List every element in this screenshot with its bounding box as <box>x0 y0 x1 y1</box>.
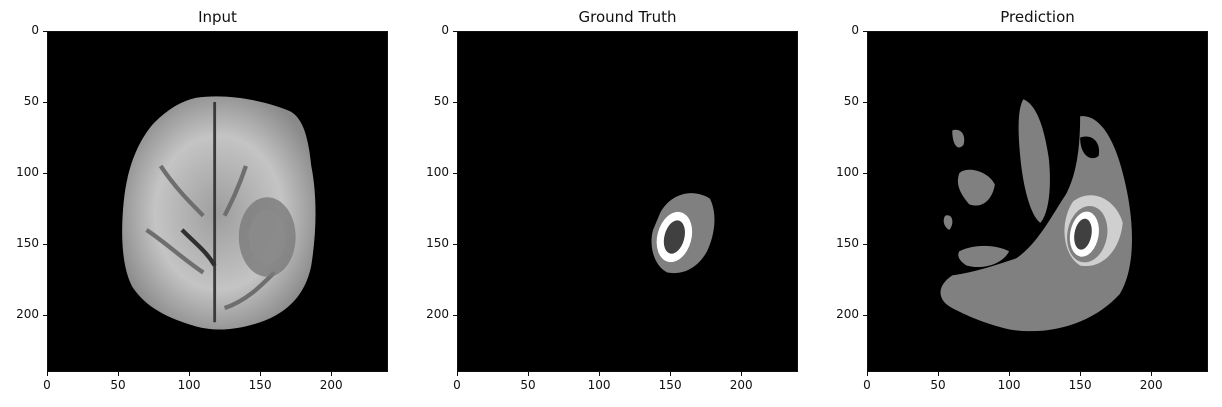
x-tick-mark <box>938 372 940 376</box>
panel-title: Prediction <box>1000 8 1075 26</box>
panel-title: Input <box>198 8 237 26</box>
x-tick-label: 100 <box>587 378 611 392</box>
x-tick-mark <box>189 372 191 376</box>
y-tick-mark <box>453 173 457 175</box>
y-tick-mark <box>43 31 47 32</box>
y-tick-label: 200 <box>426 307 449 322</box>
x-tick-mark <box>118 372 120 376</box>
y-tick-label: 200 <box>16 307 39 322</box>
x-tick-mark <box>741 372 743 376</box>
x-tick-label: 200 <box>729 378 753 392</box>
x-tick-label: 50 <box>520 378 536 392</box>
x-tick-mark <box>331 372 333 376</box>
x-tick-mark <box>867 372 868 376</box>
y-tick-label: 100 <box>16 165 39 180</box>
y-tick-label: 150 <box>16 236 39 251</box>
y-tick-mark <box>863 31 867 32</box>
x-tick-label: 0 <box>43 378 51 392</box>
panel-prediction: Prediction <box>820 0 1220 407</box>
y-tick-mark <box>863 244 867 246</box>
y-tick-label: 50 <box>433 94 449 109</box>
x-tick-mark <box>528 372 530 376</box>
x-tick-mark <box>599 372 601 376</box>
panel-input: Input <box>0 0 400 407</box>
y-tick-mark <box>43 315 47 317</box>
x-tick-label: 100 <box>997 378 1021 392</box>
x-tick-label: 50 <box>110 378 126 392</box>
y-tick-label: 0 <box>851 23 859 37</box>
y-tick-mark <box>453 315 457 317</box>
y-tick-mark <box>43 244 47 246</box>
y-tick-label: 50 <box>23 94 39 109</box>
prediction-mask <box>867 31 1208 372</box>
y-tick-mark <box>453 244 457 246</box>
y-tick-mark <box>43 173 47 175</box>
y-tick-label: 150 <box>426 236 449 251</box>
x-tick-label: 200 <box>1139 378 1163 392</box>
y-tick-mark <box>863 315 867 317</box>
x-tick-mark <box>1009 372 1011 376</box>
x-tick-mark <box>1151 372 1153 376</box>
x-tick-label: 0 <box>453 378 461 392</box>
x-tick-label: 50 <box>930 378 946 392</box>
x-tick-label: 150 <box>658 378 682 392</box>
y-tick-label: 100 <box>836 165 859 180</box>
x-tick-mark <box>1080 372 1082 376</box>
x-tick-mark <box>670 372 672 376</box>
panel-ground-truth: Ground Truth <box>410 0 810 407</box>
y-tick-mark <box>453 102 457 104</box>
panel-title: Ground Truth <box>578 8 677 26</box>
x-tick-mark <box>47 372 48 376</box>
x-tick-label: 100 <box>177 378 201 392</box>
y-tick-mark <box>453 31 457 32</box>
y-tick-label: 100 <box>426 165 449 180</box>
y-tick-mark <box>43 102 47 104</box>
x-tick-label: 150 <box>1068 378 1092 392</box>
mri-input-image <box>47 31 388 372</box>
y-tick-label: 150 <box>836 236 859 251</box>
y-tick-mark <box>863 173 867 175</box>
x-tick-mark <box>260 372 262 376</box>
y-tick-label: 200 <box>836 307 859 322</box>
y-tick-label: 0 <box>31 23 39 37</box>
x-tick-label: 0 <box>863 378 871 392</box>
y-tick-label: 50 <box>843 94 859 109</box>
y-tick-mark <box>863 102 867 104</box>
x-tick-label: 150 <box>248 378 272 392</box>
x-tick-mark <box>457 372 458 376</box>
y-tick-label: 0 <box>441 23 449 37</box>
x-tick-label: 200 <box>319 378 343 392</box>
ground-truth-mask <box>457 31 798 372</box>
